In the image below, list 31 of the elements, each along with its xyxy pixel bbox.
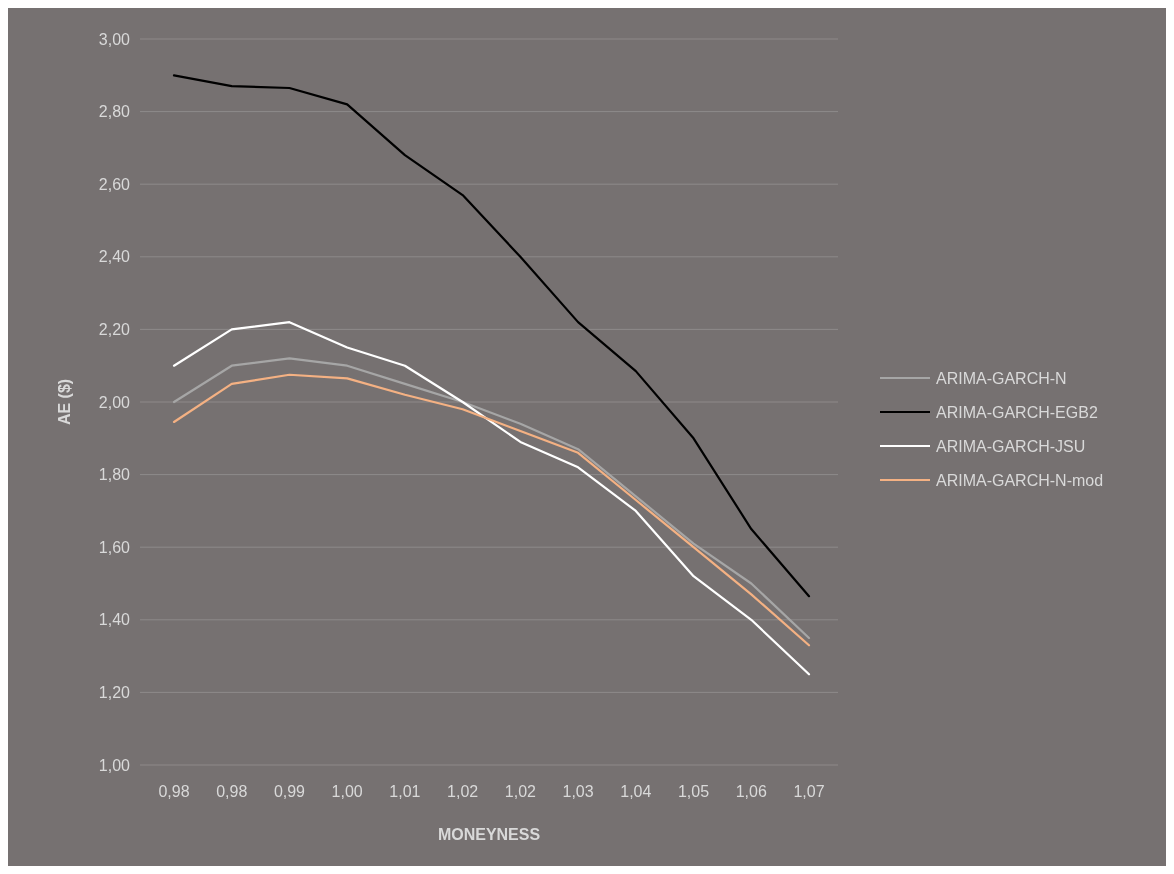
legend-label: ARIMA-GARCH-EGB2 [936, 403, 1098, 421]
y-tick-label: 2,20 [98, 321, 131, 338]
y-tick-label: 2,60 [98, 175, 131, 193]
x-tick-label: 0,98 [216, 783, 248, 800]
y-tick-label: 2,00 [98, 393, 131, 411]
y-axis-title: AE ($) [56, 378, 73, 426]
x-tick-label: 1,04 [620, 783, 652, 800]
line-series [172, 74, 811, 598]
y-tick-label: 3,00 [98, 30, 131, 48]
legend-label: ARIMA-GARCH-N-mod [936, 471, 1104, 489]
y-tick-label: 2,80 [98, 103, 131, 121]
legend-label: ARIMA-GARCH-N [936, 369, 1067, 387]
y-tick-label: 1,00 [98, 756, 131, 774]
x-tick-label: 0,98 [158, 783, 190, 800]
y-tick-label: 1,20 [98, 684, 131, 701]
y-tick-label: 1,40 [98, 611, 131, 629]
x-axis-title: MONEYNESS [437, 826, 541, 843]
x-tick-label: 1,03 [562, 783, 594, 800]
y-tick-label: 1,80 [98, 466, 131, 484]
x-tick-label: 1,05 [677, 783, 710, 800]
x-tick-label: 1,01 [389, 783, 421, 800]
x-tick-label: 1,02 [504, 783, 537, 800]
x-tick-label: 1,02 [447, 783, 479, 800]
x-tick-label: 1,07 [793, 783, 825, 800]
y-tick-label: 1,60 [98, 538, 131, 556]
y-tick-label: 2,40 [98, 248, 131, 266]
legend-label: ARIMA-GARCH-JSU [936, 437, 1086, 455]
x-tick-label: 0,99 [273, 783, 306, 800]
line-series [172, 321, 811, 676]
x-tick-label: 1,06 [735, 783, 767, 800]
x-tick-label: 1,00 [331, 783, 363, 800]
